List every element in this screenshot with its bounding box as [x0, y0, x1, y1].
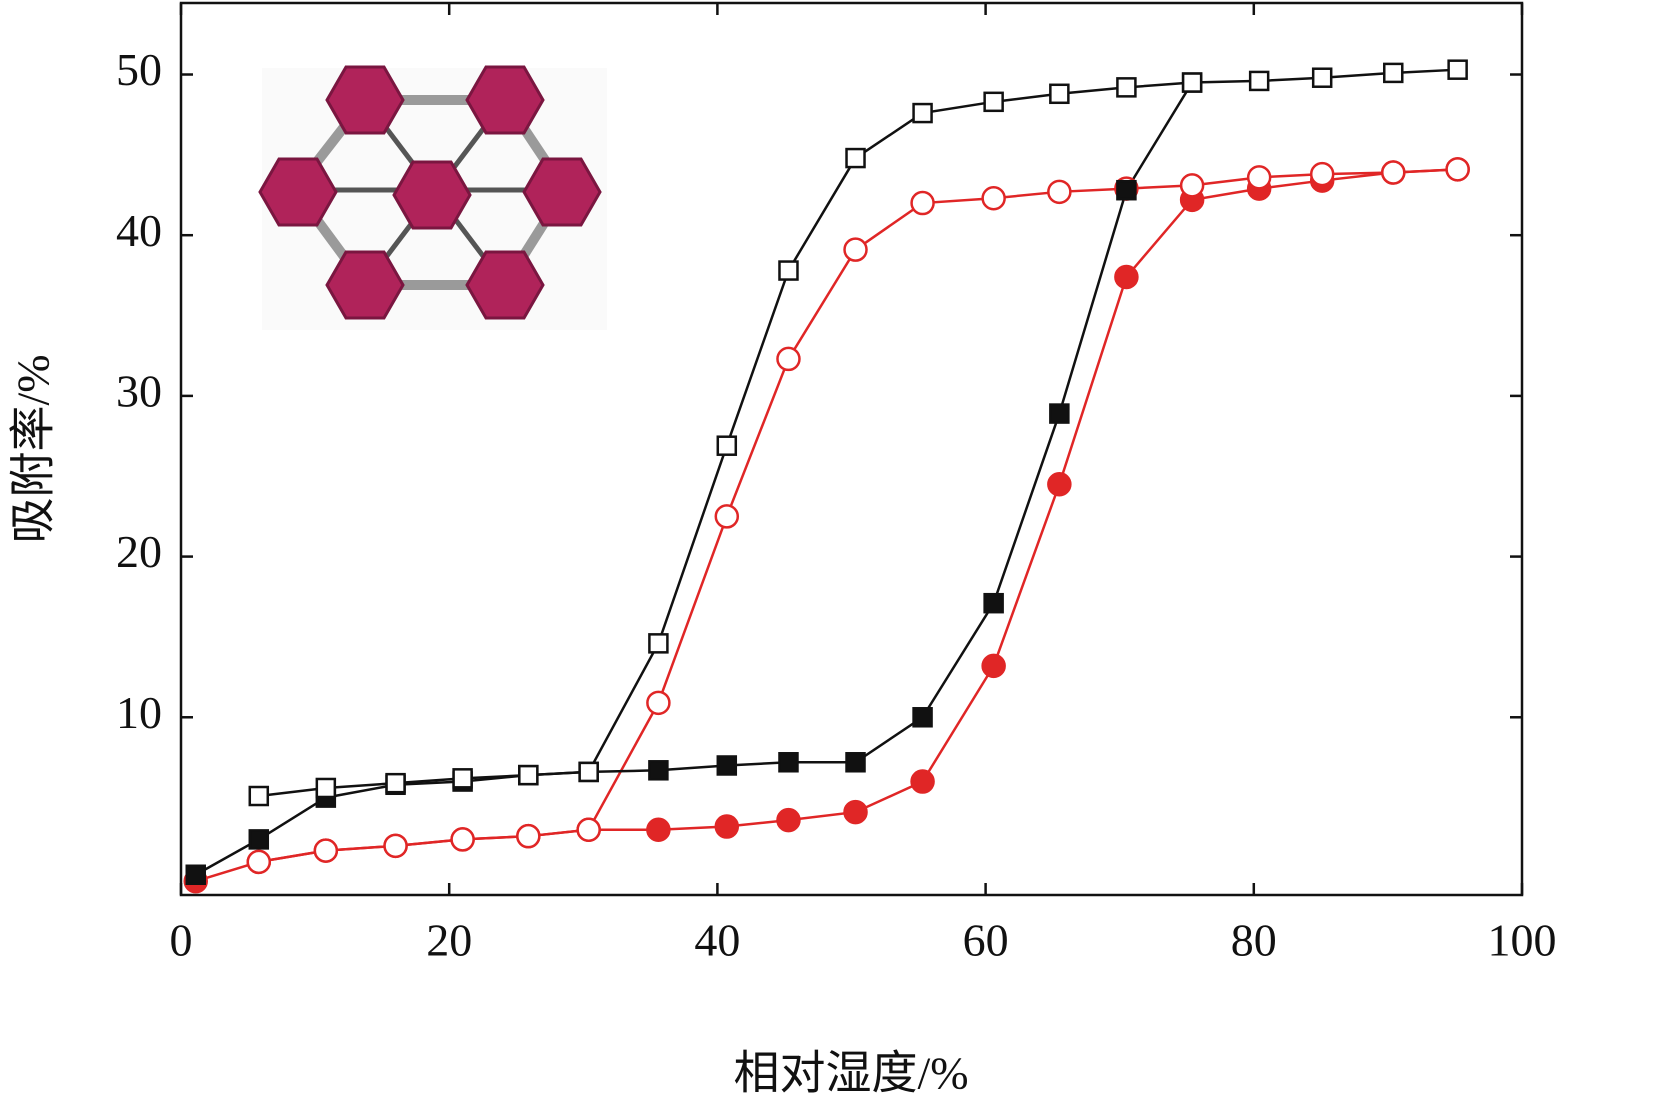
inset-structure — [258, 65, 607, 330]
marker — [845, 752, 866, 773]
marker — [981, 185, 1006, 211]
marker — [313, 838, 339, 863]
marker — [912, 707, 933, 728]
marker — [1114, 264, 1139, 290]
marker — [1049, 83, 1070, 105]
marker — [452, 768, 473, 789]
marker — [910, 190, 935, 216]
series-line — [195, 81, 1194, 876]
marker — [1047, 179, 1072, 205]
marker — [1049, 403, 1070, 424]
marker — [778, 752, 799, 773]
marker — [776, 346, 801, 372]
x-axis-label: 相对湿度/% — [733, 1048, 968, 1099]
marker — [714, 504, 740, 529]
y-tick-label: 30 — [116, 365, 162, 416]
x-tick-label: 80 — [1231, 915, 1277, 966]
marker — [845, 147, 866, 169]
marker — [1381, 160, 1406, 185]
marker — [1179, 173, 1205, 198]
marker — [1246, 165, 1272, 190]
marker — [648, 633, 669, 654]
marker — [1311, 67, 1333, 88]
marker — [1447, 59, 1468, 80]
marker — [248, 829, 270, 850]
marker — [185, 864, 207, 886]
marker — [1047, 472, 1072, 497]
marker — [714, 814, 740, 839]
x-tick-label: 0 — [170, 915, 193, 966]
marker — [646, 817, 671, 843]
marker — [1181, 72, 1203, 93]
marker — [843, 799, 868, 825]
marker — [246, 849, 272, 875]
marker — [778, 260, 799, 281]
marker — [248, 785, 270, 807]
y-tick-label: 20 — [116, 526, 162, 577]
marker — [910, 769, 935, 794]
plot-frame — [179, 1, 1524, 897]
marker — [1248, 70, 1270, 92]
y-tick-label: 40 — [116, 205, 162, 256]
marker — [983, 91, 1004, 113]
x-tick-label: 60 — [963, 915, 1009, 966]
marker — [1116, 77, 1137, 98]
marker — [648, 760, 669, 781]
marker — [450, 827, 475, 852]
x-tick-label: 20 — [426, 915, 472, 966]
marker — [315, 777, 337, 799]
marker — [516, 823, 541, 849]
marker — [716, 435, 738, 456]
y-tick-label: 10 — [116, 687, 162, 738]
marker — [1116, 179, 1137, 201]
marker — [716, 755, 738, 776]
y-axis-label: 吸附率/% — [8, 354, 59, 543]
y-tick-label: 50 — [116, 44, 162, 95]
marker — [646, 690, 671, 716]
marker — [385, 772, 406, 794]
marker — [843, 237, 868, 262]
marker — [576, 817, 601, 843]
x-tick-label: 100 — [1488, 915, 1557, 966]
marker — [383, 833, 408, 859]
marker — [1383, 62, 1404, 84]
marker — [776, 807, 801, 833]
marker — [983, 592, 1004, 614]
x-tick-label: 40 — [694, 915, 740, 966]
marker — [1309, 161, 1335, 187]
marker — [518, 764, 539, 786]
marker — [578, 761, 599, 783]
marker — [1445, 157, 1470, 182]
marker — [981, 653, 1006, 679]
marker — [912, 102, 933, 124]
